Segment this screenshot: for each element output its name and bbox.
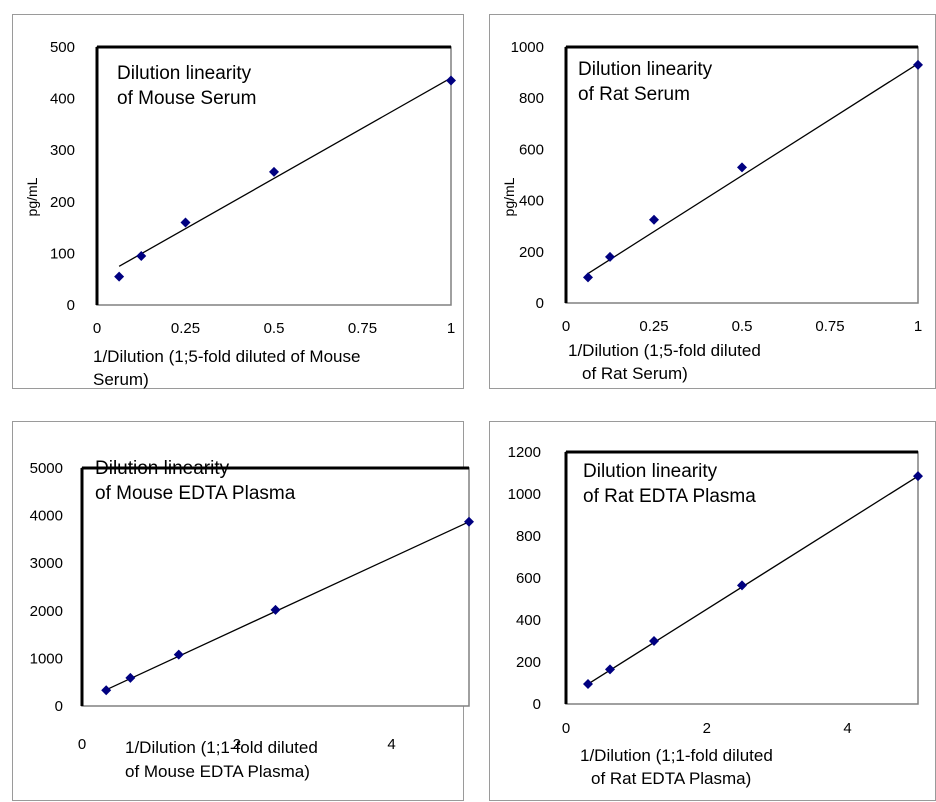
chart-panel-mouse-edta-plasma: 0 1000 2000 3000 4000 5000 0 2 4 Dilution lineari…	[12, 421, 474, 801]
chart-svg: 0 1000 2000 3000 4000 5000 0 2 4 Dilution lineari…	[30, 458, 474, 781]
data-point	[583, 679, 593, 690]
data-point	[136, 250, 147, 261]
y-tick-label: 1200	[508, 444, 541, 461]
y-axis-label: pg/mL	[24, 177, 40, 216]
data-point	[649, 636, 659, 646]
y-tick-label: 1000	[511, 39, 544, 56]
data-point	[173, 649, 184, 660]
chart-title-line: Dilution linearity	[117, 63, 252, 84]
data-point	[605, 251, 615, 262]
chart-title-line: of Rat Serum	[578, 84, 690, 105]
data-point	[583, 272, 593, 283]
data-point	[464, 516, 474, 527]
data-point	[270, 604, 281, 615]
y-tick-label: 500	[50, 39, 75, 56]
x-axis-label-line: 1/Dilution (1;1-fold diluted	[580, 746, 773, 765]
x-axis-label-line: of Rat Serum)	[582, 364, 688, 383]
x-axis-label-line: 1/Dilution (1;5-fold diluted of Mouse	[93, 347, 360, 366]
data-point	[180, 217, 191, 228]
y-tick-label: 800	[519, 90, 544, 107]
chart-title-line: of Rat EDTA Plasma	[583, 486, 756, 507]
x-tick-label: 0.25	[171, 320, 200, 337]
x-axis-label-line: Serum)	[93, 370, 149, 389]
chart-panel-rat-serum: 0 200 400 600 800 1000 0 0.25 0.5 0.75 1 Dilution l…	[489, 14, 936, 389]
y-tick-label: 0	[536, 295, 544, 312]
y-tick-label: 400	[519, 193, 544, 210]
x-tick-label: 1	[914, 318, 922, 335]
y-tick-label: 100	[50, 245, 75, 262]
y-tick-label: 600	[519, 141, 544, 158]
y-tick-label: 200	[519, 244, 544, 261]
x-tick-label: 4	[843, 720, 851, 737]
y-tick-label: 3000	[30, 555, 63, 572]
chart-svg: 0 200 400 600 800 1000 1200 0 2 4 Dilution lineari…	[508, 444, 923, 788]
data-point	[125, 672, 136, 683]
y-tick-label: 200	[516, 654, 541, 671]
y-tick-label: 4000	[30, 508, 63, 525]
y-tick-label: 0	[533, 696, 541, 713]
x-tick-label: 0.25	[639, 318, 668, 335]
data-point	[269, 166, 279, 177]
chart-svg: 0 200 400 600 800 1000 0 0.25 0.5 0.75 1 Dilution l…	[501, 39, 923, 383]
x-tick-label: 2	[703, 720, 711, 737]
x-axis-label-line: of Mouse EDTA Plasma)	[125, 762, 310, 781]
y-tick-label: 0	[55, 698, 63, 715]
y-tick-label: 1000	[508, 486, 541, 503]
y-axis-label: pg/mL	[501, 177, 517, 216]
plot-area	[565, 451, 919, 705]
y-tick-label: 400	[50, 91, 75, 108]
y-tick-label: 1000	[30, 650, 63, 667]
data-point	[114, 271, 125, 282]
x-tick-label: 0	[562, 318, 570, 335]
chart-panel-mouse-serum: 0 100 200 300 400 500 0 0.25 0.5 0.75 1 Dilution li…	[12, 14, 464, 389]
x-axis-label-line: of Rat EDTA Plasma)	[591, 769, 751, 788]
plot-area	[81, 467, 470, 707]
trendline	[587, 475, 919, 685]
x-axis-label-line: 1/Dilution (1;1-fold diluted	[125, 738, 318, 757]
y-tick-label: 800	[516, 528, 541, 545]
y-tick-label: 0	[67, 297, 75, 314]
x-tick-label: 0	[93, 320, 101, 337]
data-point	[737, 580, 747, 591]
data-point	[913, 471, 923, 482]
x-tick-label: 0.5	[732, 318, 753, 335]
data-point	[649, 214, 659, 225]
y-tick-label: 300	[50, 142, 75, 159]
data-point	[913, 59, 923, 70]
trendline	[118, 77, 452, 267]
y-tick-label: 2000	[30, 603, 63, 620]
chart-title-line: Dilution linearity	[95, 458, 230, 479]
chart-title-line: Dilution linearity	[583, 461, 718, 482]
chart-title-line: of Mouse Serum	[117, 88, 256, 109]
x-tick-label: 1	[447, 320, 455, 337]
trendline	[587, 63, 919, 275]
x-tick-label: 0.5	[264, 320, 285, 337]
y-tick-label: 400	[516, 612, 541, 629]
y-tick-label: 200	[50, 194, 75, 211]
chart-title-line: Dilution linearity	[578, 59, 713, 80]
chart-title-line: of Mouse EDTA Plasma	[95, 483, 296, 504]
y-tick-label: 5000	[30, 460, 63, 477]
x-tick-label: 0	[562, 720, 570, 737]
data-point	[446, 75, 456, 86]
x-tick-label: 0.75	[815, 318, 844, 335]
x-tick-label: 0.75	[348, 320, 377, 337]
trendline	[105, 521, 470, 691]
data-point	[737, 162, 747, 173]
x-axis-label-line: 1/Dilution (1;5-fold diluted	[568, 341, 761, 360]
data-point	[605, 664, 615, 675]
y-tick-label: 600	[516, 570, 541, 587]
x-tick-label: 2	[233, 736, 241, 753]
data-point	[101, 685, 112, 696]
chart-panel-rat-edta-plasma: 0 200 400 600 800 1000 1200 0 2 4 Dilution lineari…	[489, 421, 936, 801]
x-tick-label: 4	[387, 736, 395, 753]
x-tick-label: 0	[78, 736, 86, 753]
chart-svg: 0 100 200 300 400 500 0 0.25 0.5 0.75 1 Dilution li…	[24, 39, 456, 389]
